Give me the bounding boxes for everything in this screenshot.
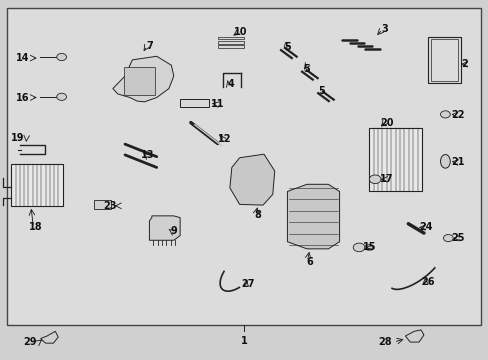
Text: 12: 12 <box>218 134 231 144</box>
Circle shape <box>57 53 66 60</box>
Text: 23: 23 <box>103 201 117 211</box>
Bar <box>368 128 421 192</box>
Text: 7: 7 <box>146 41 152 51</box>
Text: 15: 15 <box>362 242 375 252</box>
Text: 24: 24 <box>418 222 432 232</box>
Bar <box>430 39 457 81</box>
Text: 19: 19 <box>11 133 24 143</box>
Text: 1: 1 <box>241 336 247 346</box>
Text: 22: 22 <box>450 110 464 120</box>
Text: 18: 18 <box>29 222 42 232</box>
Bar <box>427 37 460 83</box>
Text: 3: 3 <box>381 24 387 35</box>
Circle shape <box>440 111 449 118</box>
Text: 25: 25 <box>450 233 464 243</box>
Bar <box>11 163 62 206</box>
Text: 27: 27 <box>241 279 255 289</box>
Bar <box>218 41 243 44</box>
Bar <box>218 37 243 40</box>
Text: 20: 20 <box>379 118 393 128</box>
Circle shape <box>368 175 380 184</box>
Text: 10: 10 <box>233 27 247 37</box>
Bar <box>218 45 243 48</box>
Text: 28: 28 <box>377 337 391 347</box>
Polygon shape <box>287 184 339 249</box>
Bar <box>123 67 155 95</box>
Circle shape <box>443 234 452 242</box>
Text: 11: 11 <box>210 99 224 109</box>
Bar <box>6 8 481 325</box>
Polygon shape <box>113 56 173 102</box>
Circle shape <box>364 244 372 250</box>
Text: 13: 13 <box>141 150 154 160</box>
Text: 5: 5 <box>303 64 310 74</box>
Text: 29: 29 <box>23 337 37 347</box>
Text: 9: 9 <box>170 226 177 236</box>
Text: 21: 21 <box>450 157 464 167</box>
Text: 5: 5 <box>284 42 290 52</box>
Text: 16: 16 <box>16 93 29 103</box>
Text: 6: 6 <box>306 257 313 267</box>
Text: 14: 14 <box>16 53 29 63</box>
Polygon shape <box>229 154 274 205</box>
Bar <box>94 201 111 210</box>
Text: 4: 4 <box>227 79 234 89</box>
Circle shape <box>57 93 66 100</box>
Bar <box>180 99 209 107</box>
Circle shape <box>352 243 364 252</box>
Text: 17: 17 <box>379 174 393 184</box>
Polygon shape <box>41 331 58 343</box>
Text: 8: 8 <box>254 210 261 220</box>
Text: 5: 5 <box>318 86 324 96</box>
Polygon shape <box>149 216 180 240</box>
Polygon shape <box>405 330 423 342</box>
Ellipse shape <box>440 154 449 168</box>
Text: 2: 2 <box>461 59 468 69</box>
Text: 26: 26 <box>420 277 434 287</box>
